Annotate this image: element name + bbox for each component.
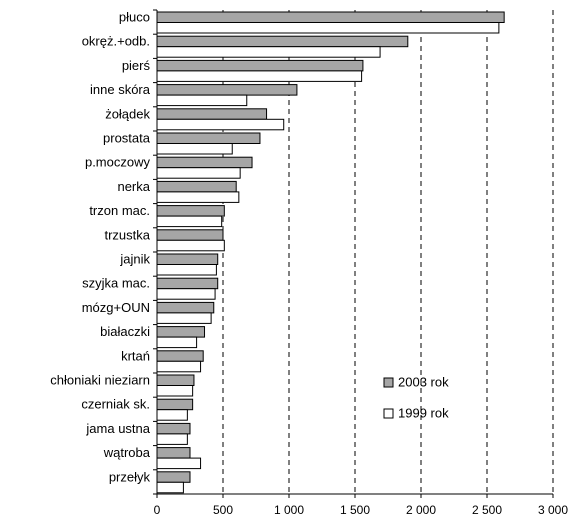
category-label: wątroba <box>103 445 151 460</box>
bar-1999-9 <box>156 239 225 252</box>
x-tick-label: 0 <box>154 503 161 517</box>
bar-2003-10 <box>156 253 219 265</box>
bar-2003-9 <box>156 229 224 241</box>
bar-1999-1 <box>156 46 381 58</box>
bar-2003-12 <box>156 301 215 314</box>
category-label: szyjka mac. <box>82 276 150 291</box>
legend-label: 1999 rok <box>398 405 449 420</box>
bar-1999-11 <box>156 288 216 300</box>
bar-2003-18 <box>156 447 191 459</box>
category-label: okręż.+odb. <box>82 34 150 49</box>
category-label: pierś <box>122 58 151 73</box>
bar-2003-3 <box>156 84 298 96</box>
legend-swatch <box>383 377 394 388</box>
category-label: białaczki <box>100 324 150 339</box>
bar-2003-16 <box>156 398 194 411</box>
x-tick-label: 3 000 <box>538 503 568 517</box>
category-label: prostata <box>103 131 151 146</box>
bar-2003-19 <box>156 471 191 483</box>
bar-1999-17 <box>156 433 188 445</box>
bar-1999-12 <box>156 312 212 324</box>
x-tick-label: 500 <box>213 503 233 517</box>
bar-1999-6 <box>156 167 241 179</box>
category-label: przełyk <box>109 469 151 484</box>
category-label: żołądek <box>105 106 150 121</box>
legend-swatch <box>383 408 394 419</box>
bar-2003-13 <box>156 326 206 338</box>
category-label: inne skóra <box>90 82 151 97</box>
bar-2003-5 <box>156 132 261 144</box>
category-label: jajnik <box>119 252 150 267</box>
category-label: chłoniaki nieziarn <box>50 373 150 388</box>
x-tick-label: 2 500 <box>472 503 502 517</box>
bar-1999-18 <box>156 457 202 470</box>
bar-2003-14 <box>156 350 204 362</box>
category-label: p.moczowy <box>85 155 151 170</box>
bar-1999-5 <box>156 143 233 155</box>
bar-2003-6 <box>156 156 253 169</box>
bar-1999-7 <box>156 191 240 203</box>
category-label: trzustka <box>104 227 150 242</box>
bar-1999-2 <box>156 70 363 82</box>
category-label: krtań <box>121 348 150 363</box>
bar-1999-15 <box>156 385 194 397</box>
bar-2003-17 <box>156 422 191 435</box>
bar-2003-2 <box>156 59 364 72</box>
bar-1999-16 <box>156 409 188 421</box>
x-tick-label: 2 000 <box>406 503 436 517</box>
bar-1999-10 <box>156 264 217 276</box>
category-label: płuco <box>119 10 150 25</box>
x-tick-label: 1 500 <box>340 503 370 517</box>
bar-2003-11 <box>156 277 219 290</box>
legend-label: 2003 rok <box>398 374 449 389</box>
category-label: trzon mac. <box>89 203 150 218</box>
category-label: nerka <box>117 179 150 194</box>
bar-1999-13 <box>156 336 198 349</box>
bar-2003-8 <box>156 205 225 217</box>
bar-1999-19 <box>156 481 184 494</box>
legend-item-1999: 1999 rok <box>383 405 449 420</box>
category-label: jama ustna <box>85 421 150 436</box>
bar-1999-4 <box>156 118 285 131</box>
bar-2003-15 <box>156 374 195 386</box>
category-label: czerniak sk. <box>81 397 150 412</box>
bar-2003-0 <box>156 11 505 23</box>
category-label: mózg+OUN <box>82 300 150 315</box>
bar-2003-1 <box>156 35 409 48</box>
bar-1999-3 <box>156 94 248 107</box>
x-tick-label: 1 000 <box>274 503 304 517</box>
bar-1999-0 <box>156 22 500 34</box>
bar-2003-7 <box>156 180 237 193</box>
bar-1999-14 <box>156 360 202 373</box>
bar-2003-4 <box>156 108 268 120</box>
legend-item-2003: 2003 rok <box>383 374 449 389</box>
bar-1999-8 <box>156 215 223 228</box>
